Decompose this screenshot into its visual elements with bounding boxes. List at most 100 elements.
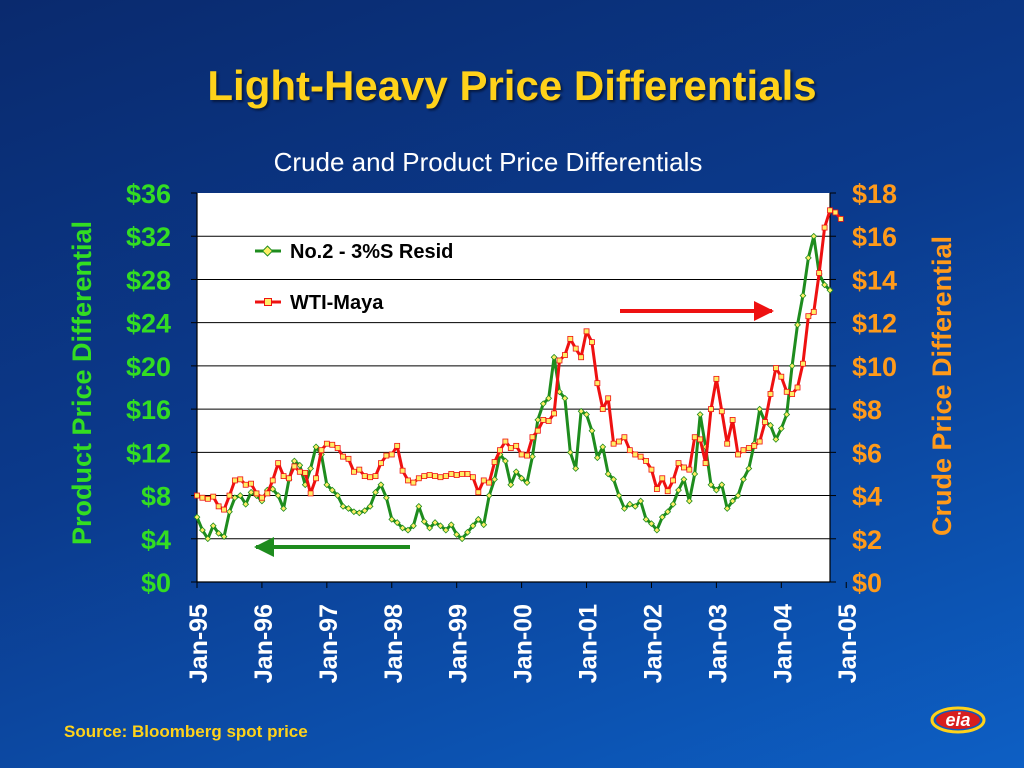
data-point (501, 457, 509, 465)
data-point (513, 442, 520, 449)
legend: No.2 - 3%S Resid WTI-Maya (255, 241, 453, 314)
data-point (377, 481, 385, 489)
data-point (561, 394, 569, 402)
series-layer (193, 207, 844, 543)
data-point (610, 440, 617, 447)
data-point (204, 495, 211, 502)
data-point (366, 502, 374, 510)
data-point (264, 490, 271, 497)
data-point (762, 419, 768, 425)
data-point (599, 406, 606, 413)
data-point (529, 453, 536, 461)
data-point (334, 445, 341, 451)
data-point (745, 445, 752, 451)
right-tick-label: $16 (852, 222, 897, 252)
data-point (816, 270, 823, 276)
data-point (345, 455, 352, 462)
data-point (653, 486, 660, 492)
data-point (220, 533, 228, 541)
data-point (432, 473, 438, 480)
data-point (410, 479, 417, 486)
data-point (210, 493, 217, 500)
data-point (751, 442, 758, 449)
data-point (475, 489, 482, 496)
data-point (670, 477, 677, 484)
data-point (648, 520, 655, 528)
data-point (405, 477, 411, 484)
left-tick-label: $32 (126, 222, 171, 252)
data-point (275, 460, 282, 467)
data-point (631, 502, 639, 510)
data-point (458, 535, 466, 543)
data-point (518, 451, 525, 458)
data-point (388, 515, 396, 523)
data-point (367, 474, 374, 481)
left-tick-label: $20 (126, 352, 171, 382)
data-point (593, 454, 601, 462)
data-point (329, 441, 336, 448)
data-point (437, 474, 444, 481)
legend-entry-resid: No.2 - 3%S Resid (255, 241, 453, 263)
data-point (226, 508, 233, 516)
data-point (610, 475, 617, 483)
left-tick-label: $12 (126, 438, 171, 468)
x-tick-label: Jan-03 (704, 604, 732, 683)
data-point (653, 526, 661, 534)
data-point (777, 425, 785, 432)
right-tick-label: $18 (852, 179, 897, 209)
data-point (480, 477, 487, 484)
data-point (605, 395, 612, 402)
data-point (464, 528, 471, 536)
data-point (199, 494, 206, 501)
slide-title: Light-Heavy Price Differentials (207, 62, 817, 109)
left-tick-label: $24 (126, 309, 171, 339)
data-point (491, 459, 498, 465)
right-tick-label: $14 (852, 265, 897, 295)
data-point (231, 477, 238, 484)
data-point (691, 470, 699, 478)
data-point (199, 526, 206, 534)
data-point (253, 490, 260, 497)
data-point (383, 452, 390, 459)
right-tick-label: $10 (852, 352, 897, 382)
left-tick-label: $8 (141, 482, 171, 512)
data-point (566, 448, 574, 456)
data-point (280, 473, 287, 480)
data-point (259, 494, 265, 501)
data-point (415, 475, 422, 482)
source-note: Source: Bloomberg spot price (64, 722, 308, 741)
data-point (345, 505, 352, 512)
data-point (312, 443, 320, 451)
data-point (421, 473, 428, 480)
data-point (664, 488, 671, 495)
data-point (772, 365, 779, 371)
data-point (648, 466, 655, 473)
data-point (794, 384, 801, 391)
data-point (827, 207, 833, 214)
right-tick-label: $12 (852, 309, 897, 339)
data-point (550, 353, 558, 361)
data-point (621, 505, 628, 512)
data-point (361, 473, 368, 480)
data-point (837, 216, 844, 222)
data-point (242, 481, 249, 488)
data-point (664, 508, 672, 516)
data-point (280, 505, 287, 512)
data-point (274, 492, 282, 499)
data-point (756, 405, 764, 413)
data-point (691, 434, 698, 441)
data-point (729, 497, 737, 505)
data-point (632, 451, 639, 458)
x-tick-label: Jan-95 (185, 604, 213, 683)
data-point (729, 417, 736, 423)
data-point (399, 524, 406, 532)
data-point (194, 492, 200, 499)
data-point (313, 475, 319, 482)
right-tick-label: $2 (852, 525, 882, 555)
data-point (540, 417, 547, 423)
data-point (832, 209, 839, 216)
data-point (788, 362, 796, 370)
data-point (420, 518, 428, 525)
data-point (621, 434, 628, 441)
data-point (556, 388, 563, 396)
